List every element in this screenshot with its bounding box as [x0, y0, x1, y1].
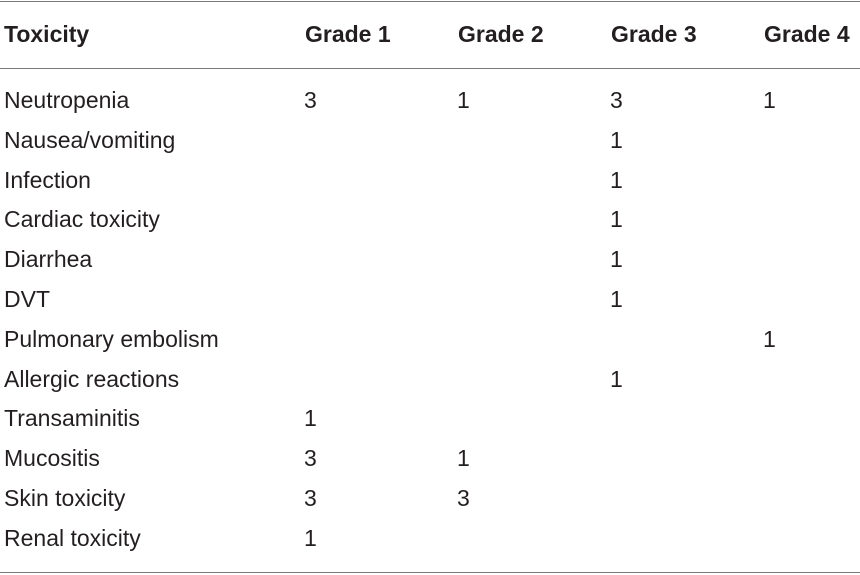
header-grade-1: Grade 1	[305, 21, 391, 47]
cell-grade-4	[763, 120, 783, 160]
cell-grade-1	[304, 279, 324, 319]
table-row: Allergic reactions 1	[0, 359, 860, 399]
cell-grade-4	[763, 518, 783, 558]
cell-grade-3	[610, 518, 630, 558]
cell-toxicity: Renal toxicity	[4, 524, 141, 551]
cell-grade-4	[763, 438, 783, 478]
cell-toxicity: Infection	[4, 166, 91, 193]
cell-grade-2	[457, 319, 477, 359]
header-grade-3: Grade 3	[611, 21, 697, 47]
cell-grade-3: 1	[610, 166, 623, 193]
cell-grade-2	[457, 199, 477, 239]
cell-grade-4: 1	[763, 325, 776, 352]
table-row: Renal toxicity 1	[0, 518, 860, 558]
cell-grade-3	[610, 478, 630, 518]
cell-toxicity: Allergic reactions	[4, 365, 180, 392]
cell-grade-1: 3	[304, 87, 317, 113]
cell-grade-3: 1	[610, 206, 623, 233]
cell-grade-4	[763, 160, 783, 200]
table-bottom-rule	[0, 572, 860, 573]
cell-grade-2	[457, 239, 477, 279]
table-row: Pulmonary embolism 1	[0, 319, 860, 359]
table-row: Nausea/vomiting 1	[0, 120, 860, 160]
cell-grade-4	[763, 279, 783, 319]
cell-grade-1	[304, 239, 324, 279]
table-header-row: Toxicity Grade 1 Grade 2 Grade 3 Grade 4	[0, 14, 860, 54]
cell-grade-4	[763, 478, 783, 518]
cell-grade-4: 1	[763, 87, 776, 113]
table-row: Mucositis 3 1	[0, 438, 860, 478]
cell-grade-2	[457, 398, 477, 438]
cell-grade-1	[304, 359, 324, 399]
cell-grade-2	[457, 160, 477, 200]
cell-grade-2	[457, 279, 477, 319]
cell-toxicity: Transaminitis	[4, 405, 140, 432]
cell-toxicity: Pulmonary embolism	[4, 325, 219, 352]
table-row: Cardiac toxicity 1	[0, 199, 860, 239]
table-row: Neutropenia 3 1 3 1	[0, 80, 860, 120]
cell-grade-3: 1	[610, 126, 623, 153]
cell-grade-1	[304, 160, 324, 200]
cell-grade-4	[763, 398, 783, 438]
cell-toxicity: Mucositis	[4, 445, 100, 472]
table-row: Diarrhea 1	[0, 239, 860, 279]
cell-grade-1	[304, 319, 324, 359]
cell-grade-1	[304, 199, 324, 239]
table-row: Skin toxicity 3 3	[0, 478, 860, 518]
header-grade-2: Grade 2	[458, 21, 544, 47]
header-toxicity: Toxicity	[4, 21, 90, 47]
cell-grade-4	[763, 239, 783, 279]
cell-grade-1: 1	[304, 405, 317, 432]
cell-grade-2: 1	[457, 445, 470, 472]
table-row: DVT 1	[0, 279, 860, 319]
cell-grade-2	[457, 518, 477, 558]
cell-toxicity: Skin toxicity	[4, 485, 126, 511]
cell-grade-4	[763, 199, 783, 239]
cell-grade-2: 1	[457, 87, 470, 113]
cell-grade-3	[610, 438, 630, 478]
cell-grade-1: 3	[304, 485, 317, 511]
cell-grade-1	[304, 120, 324, 160]
cell-toxicity: Cardiac toxicity	[4, 206, 160, 233]
header-grade-4: Grade 4	[764, 21, 850, 47]
cell-grade-3: 1	[610, 286, 623, 312]
cell-grade-3: 1	[610, 365, 623, 392]
cell-grade-2	[457, 120, 477, 160]
table-top-rule	[0, 1, 860, 2]
table-header-rule	[0, 68, 860, 69]
cell-grade-3: 1	[610, 246, 623, 273]
cell-grade-3	[610, 398, 630, 438]
cell-toxicity: Neutropenia	[4, 87, 130, 113]
cell-grade-1: 1	[304, 524, 317, 551]
table-row: Transaminitis 1	[0, 398, 860, 438]
cell-toxicity: DVT	[4, 286, 50, 312]
cell-grade-3: 3	[610, 87, 623, 113]
cell-toxicity: Nausea/vomiting	[4, 126, 176, 153]
table-row: Infection 1	[0, 160, 860, 200]
cell-grade-2: 3	[457, 485, 470, 511]
cell-grade-4	[763, 359, 783, 399]
cell-grade-3	[610, 319, 630, 359]
cell-grade-1: 3	[304, 445, 317, 472]
cell-toxicity: Diarrhea	[4, 246, 93, 273]
cell-grade-2	[457, 359, 477, 399]
